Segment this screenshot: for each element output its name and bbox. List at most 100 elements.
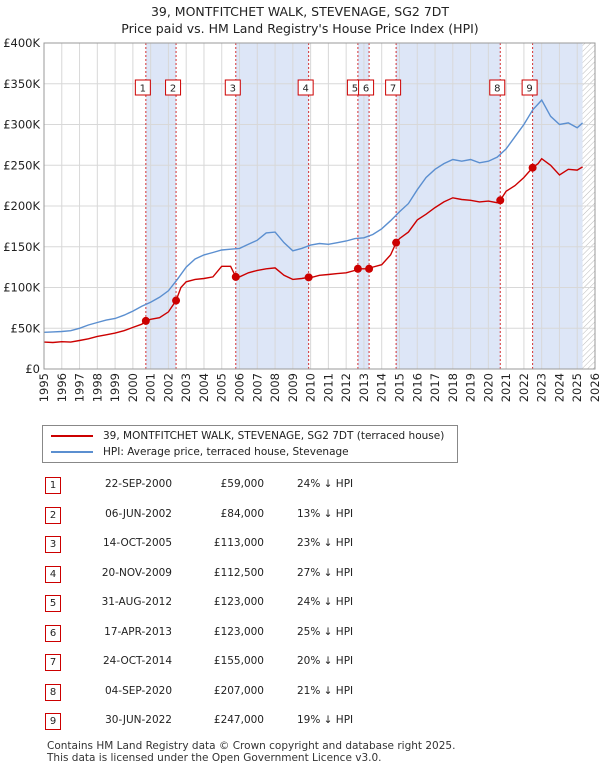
sale-hpi-diff: 21% ↓ HPI xyxy=(297,684,354,697)
sale-hpi-diff: 23% ↓ HPI xyxy=(297,537,354,549)
x-tick-label: 2023 xyxy=(535,373,549,402)
x-tick-label: 2022 xyxy=(517,373,531,402)
sale-point xyxy=(365,264,374,273)
sale-row: 4 20-NOV-2009 £112,500 27% ↓ HPI xyxy=(42,561,562,591)
sale-number-label: 7 xyxy=(390,84,396,95)
hpi-line xyxy=(43,98,584,333)
sale-number-badge: 4 xyxy=(45,565,61,583)
x-tick-label: 2021 xyxy=(499,373,513,402)
sale-row: 3 14-OCT-2005 £113,000 23% ↓ HPI xyxy=(42,531,562,561)
sale-row: 7 24-OCT-2014 £155,000 20% ↓ HPI xyxy=(42,649,562,679)
sale-hpi-diff: 25% ↓ HPI xyxy=(297,625,354,638)
x-tick-label: 2020 xyxy=(481,373,495,402)
sale-number-box xyxy=(385,79,402,96)
sale-number-box xyxy=(134,79,151,96)
x-tick-label: 1995 xyxy=(37,373,51,402)
sale-hpi-diff: 20% ↓ HPI xyxy=(297,655,354,667)
sale-price: £155,000 xyxy=(213,655,264,667)
sale-point xyxy=(141,316,150,325)
x-tick-label: 2025 xyxy=(570,373,584,402)
sale-hpi-diff: 27% ↓ HPI xyxy=(297,566,354,579)
x-tick-label: 2012 xyxy=(339,373,353,402)
sales-table: 1 22-SEP-2000 £59,000 24% ↓ HPI 2 06-JUN-2002… xyxy=(42,472,562,738)
x-tick-label: 2013 xyxy=(357,373,371,402)
x-tick-label: 2026 xyxy=(588,373,600,402)
x-tick-label: 2018 xyxy=(446,373,460,402)
sale-price: £59,000 xyxy=(220,478,264,490)
sale-row: 2 06-JUN-2002 £84,000 13% ↓ HPI xyxy=(42,502,562,532)
sale-number-badge: 3 xyxy=(45,536,61,553)
hpi-legend-swatch xyxy=(51,451,93,453)
sale-point xyxy=(172,296,181,305)
x-tick-label: 2000 xyxy=(126,373,140,402)
sale-hpi-diff: 24% ↓ HPI xyxy=(297,478,354,490)
x-tick-label: 2007 xyxy=(250,373,264,402)
x-tick-label: 2011 xyxy=(321,373,335,402)
sale-number-badge: 9 xyxy=(45,713,61,730)
sale-date: 22-SEP-2000 xyxy=(104,478,172,490)
x-tick-label: 2004 xyxy=(197,373,211,402)
sale-date: 14-OCT-2005 xyxy=(103,537,172,549)
x-tick-label: 2003 xyxy=(179,373,193,402)
sale-point xyxy=(353,264,362,273)
sale-date: 24-OCT-2014 xyxy=(103,655,172,667)
sale-date: 06-JUN-2002 xyxy=(105,507,172,520)
x-tick-label: 1998 xyxy=(90,373,104,402)
sale-row: 9 30-JUN-2022 £247,000 19% ↓ HPI xyxy=(42,708,562,738)
y-tick-label: £200K xyxy=(3,199,40,213)
sale-hpi-diff: 24% ↓ HPI xyxy=(297,596,354,608)
sale-date: 31-AUG-2012 xyxy=(101,596,172,608)
sale-date: 30-JUN-2022 xyxy=(105,714,172,726)
property-legend-label: 39, MONTFITCHET WALK, STEVENAGE, SG2 7DT… xyxy=(103,430,445,442)
sale-price: £247,000 xyxy=(213,714,264,726)
sale-point xyxy=(304,273,313,282)
sale-date: 17-APR-2013 xyxy=(104,625,172,638)
y-tick-label: £300K xyxy=(3,118,40,132)
sale-point xyxy=(496,196,505,205)
sale-number-box xyxy=(358,79,375,96)
sale-number-badge: 5 xyxy=(45,595,61,612)
sale-number-label: 4 xyxy=(302,84,308,95)
x-tick-label: 2009 xyxy=(286,373,300,402)
sale-date: 20-NOV-2009 xyxy=(101,566,172,579)
sale-number-badge: 8 xyxy=(45,683,61,701)
sale-number-label: 9 xyxy=(526,84,532,95)
x-tick-label: 1999 xyxy=(108,373,122,402)
x-tick-label: 2010 xyxy=(304,373,318,402)
chart-title: 39, MONTFITCHET WALK, STEVENAGE, SG2 7DT xyxy=(150,4,450,19)
sale-hpi-diff: 13% ↓ HPI xyxy=(297,507,354,520)
sale-number-badge: 7 xyxy=(45,654,61,671)
sale-number-badge: 2 xyxy=(45,506,61,524)
sale-price: £123,000 xyxy=(213,625,264,638)
footer-copyright: Contains HM Land Registry data © Crown c… xyxy=(47,740,456,752)
x-tick-label: 2001 xyxy=(144,373,158,402)
sale-number-badge: 1 xyxy=(45,477,61,494)
sale-number-badge: 6 xyxy=(45,624,61,642)
sale-price: £207,000 xyxy=(213,684,264,697)
sale-hpi-diff: 19% ↓ HPI xyxy=(297,714,354,726)
sale-number-box xyxy=(165,79,182,96)
sale-point xyxy=(528,163,537,172)
x-tick-label: 2008 xyxy=(268,373,282,402)
y-tick-label: £250K xyxy=(3,158,40,172)
sale-price: £113,000 xyxy=(213,537,264,549)
sale-number-box xyxy=(521,79,538,96)
chart-legend: 39, MONTFITCHET WALK, STEVENAGE, SG2 7DT… xyxy=(42,425,458,463)
y-tick-label: £400K xyxy=(3,36,40,50)
sale-row: 6 17-APR-2013 £123,000 25% ↓ HPI xyxy=(42,620,562,650)
sale-date: 04-SEP-2020 xyxy=(104,684,172,697)
footer-licence: This data is licensed under the Open Gov… xyxy=(47,752,382,764)
hpi-legend-label: HPI: Average price, terraced house, Stev… xyxy=(103,446,349,458)
sale-number-label: 2 xyxy=(170,84,176,95)
x-tick-label: 2002 xyxy=(161,373,175,402)
plot-border xyxy=(43,42,596,370)
x-tick-label: 2005 xyxy=(215,373,229,402)
x-tick-label: 2014 xyxy=(375,373,389,402)
x-tick-label: 2017 xyxy=(428,373,442,402)
x-tick-label: 1997 xyxy=(73,373,87,402)
property-legend-swatch xyxy=(51,435,93,437)
sale-point xyxy=(231,272,240,281)
x-tick-label: 1996 xyxy=(55,373,69,402)
sale-number-box xyxy=(224,79,241,96)
sale-number-box xyxy=(297,79,314,96)
